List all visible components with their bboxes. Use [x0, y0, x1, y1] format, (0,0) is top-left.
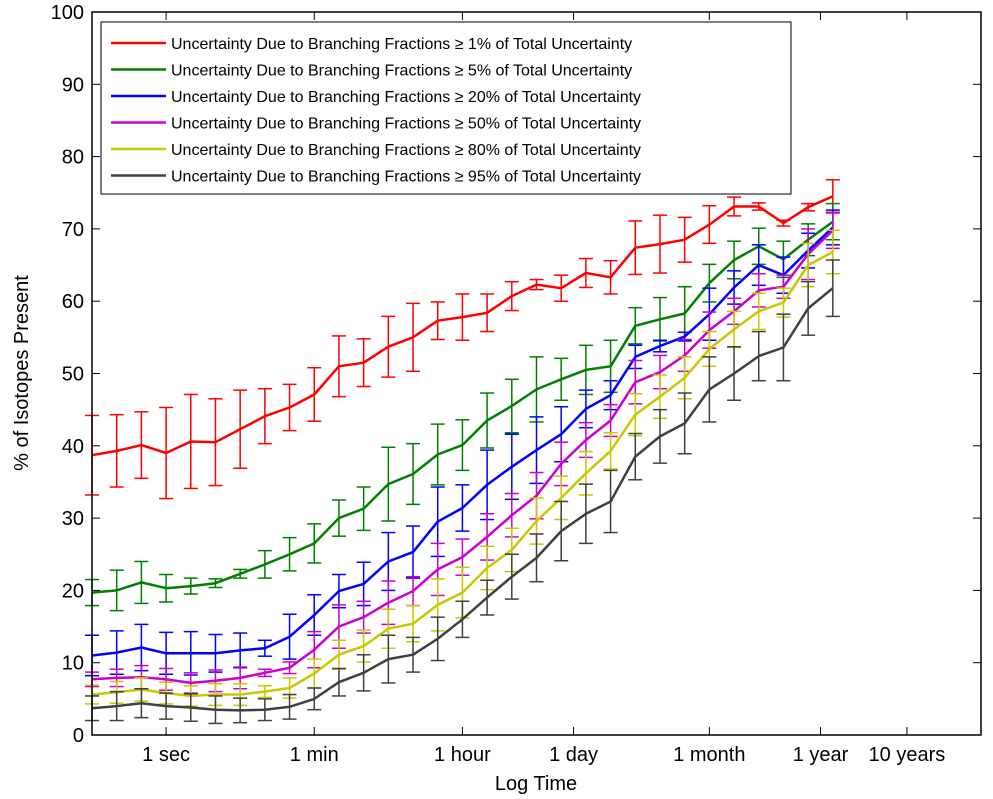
y-tick-label: 50 [62, 364, 84, 386]
axes-layer: 0 10 20 30 40 50 60 70 80 90 100 1 sec 1 min 1 hour 1 … [51, 2, 981, 766]
legend-box [100, 21, 792, 195]
legend-label: Uncertainty Due to Branching Fractions ≥… [171, 36, 632, 53]
y-tick-label: 90 [62, 74, 84, 96]
legend: Uncertainty Due to Branching Fractions ≥… [100, 21, 792, 195]
series-layer [85, 178, 840, 725]
x-axis-title: Log Time [495, 773, 577, 795]
x-tick-label: 1 year [793, 744, 849, 766]
y-tick-label: 70 [62, 219, 84, 241]
x-tick-label: 1 hour [434, 744, 491, 766]
series-2 [85, 202, 840, 612]
y-tick-label: 60 [62, 291, 84, 313]
series-line [91, 250, 834, 698]
legend-label: Uncertainty Due to Branching Fractions ≥… [171, 116, 641, 133]
x-tick-label: 1 sec [142, 744, 190, 766]
series-line [91, 195, 834, 457]
series-line [91, 220, 834, 594]
y-tick-label: 10 [62, 653, 84, 675]
legend-label: Uncertainty Due to Branching Fractions ≥… [171, 89, 641, 106]
y-tick-label: 30 [62, 508, 84, 530]
y-tick-label: 100 [51, 2, 84, 24]
legend-label: Uncertainty Due to Branching Fractions ≥… [171, 63, 632, 80]
y-tick-label: 80 [62, 147, 84, 169]
legend-label: Uncertainty Due to Branching Fractions ≥… [171, 142, 641, 159]
y-tick-label: 40 [62, 436, 84, 458]
series-line [91, 287, 834, 712]
legend-label: Uncertainty Due to Branching Fractions ≥… [171, 169, 641, 186]
x-tick-label: 10 years [869, 744, 946, 766]
series-line [91, 229, 834, 685]
x-tick-label: 1 month [673, 744, 745, 766]
series-6 [85, 259, 840, 725]
y-axis-title: % of Isotopes Present [11, 275, 33, 471]
x-tick-label: 1 day [549, 744, 598, 766]
x-tick-label: 1 min [290, 744, 339, 766]
series-1 [85, 178, 840, 500]
y-tick-label: 20 [62, 580, 84, 602]
y-tick-label: 0 [73, 725, 84, 747]
